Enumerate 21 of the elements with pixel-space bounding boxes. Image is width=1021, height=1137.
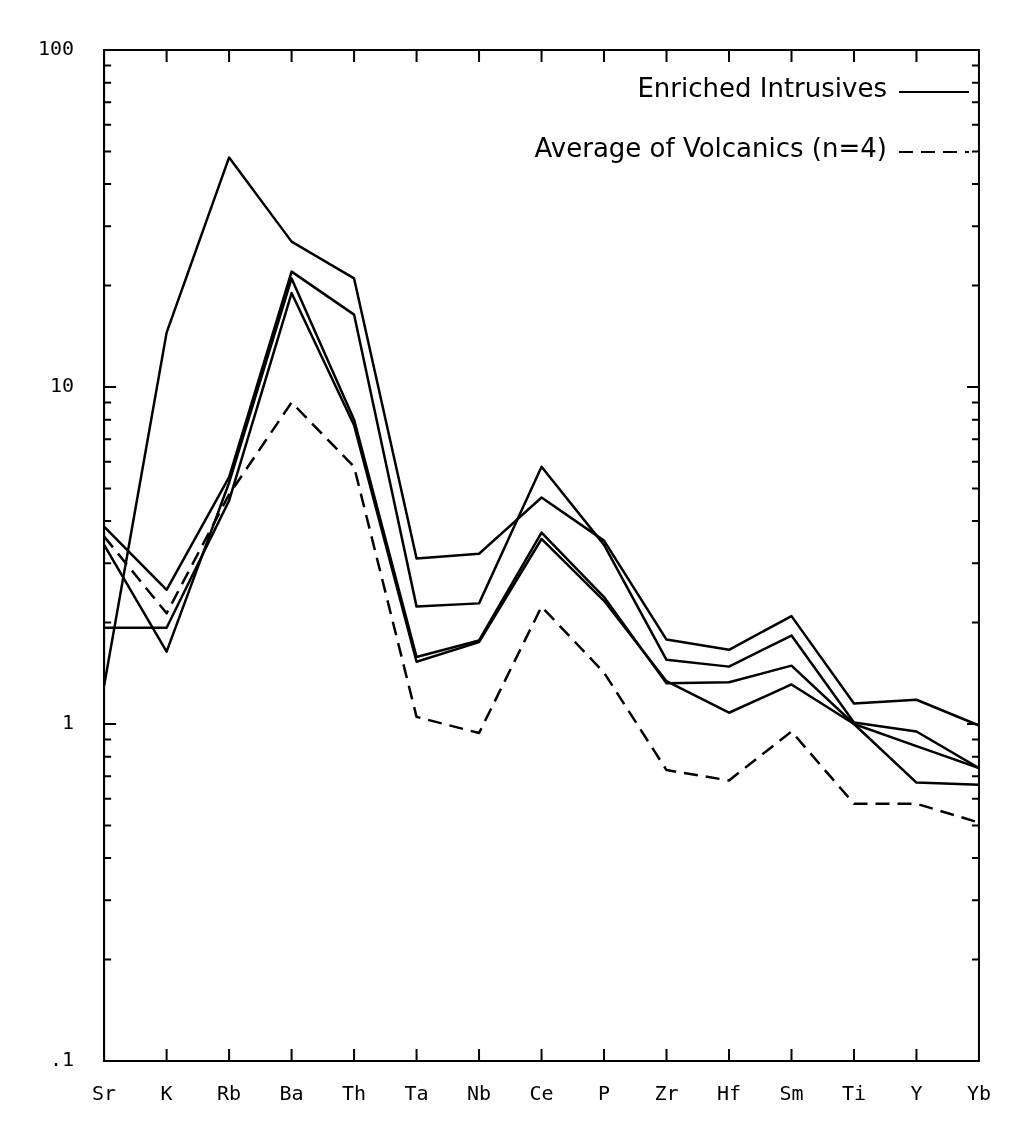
legend-label: Enriched Intrusives <box>637 72 887 103</box>
x-tick-label: Y <box>910 1081 923 1106</box>
x-tick-label: P <box>598 1081 611 1106</box>
x-tick-label: Rb <box>217 1081 242 1106</box>
x-tick-label: Th <box>342 1081 367 1106</box>
x-tick-label: Ti <box>841 1081 867 1106</box>
x-tick-label: Yb <box>966 1081 992 1106</box>
y-tick-label: .1 <box>50 1047 75 1072</box>
x-tick-label: Nb <box>467 1081 492 1106</box>
x-tick-label: Sr <box>92 1081 117 1106</box>
x-tick-label: Zr <box>654 1081 679 1106</box>
x-tick-label: Ce <box>529 1081 554 1106</box>
x-tick-label: K <box>160 1081 173 1106</box>
x-tick-label: Hf <box>716 1081 742 1106</box>
y-tick-label: 1 <box>62 710 75 735</box>
x-tick-label: Ba <box>279 1081 304 1106</box>
y-tick-label: 100 <box>38 36 75 61</box>
x-tick-label: Sm <box>779 1081 804 1106</box>
x-tick-label: Ta <box>404 1081 429 1106</box>
legend-label: Average of Volcanics (n=4) <box>534 132 887 163</box>
y-tick-label: 10 <box>50 373 75 398</box>
